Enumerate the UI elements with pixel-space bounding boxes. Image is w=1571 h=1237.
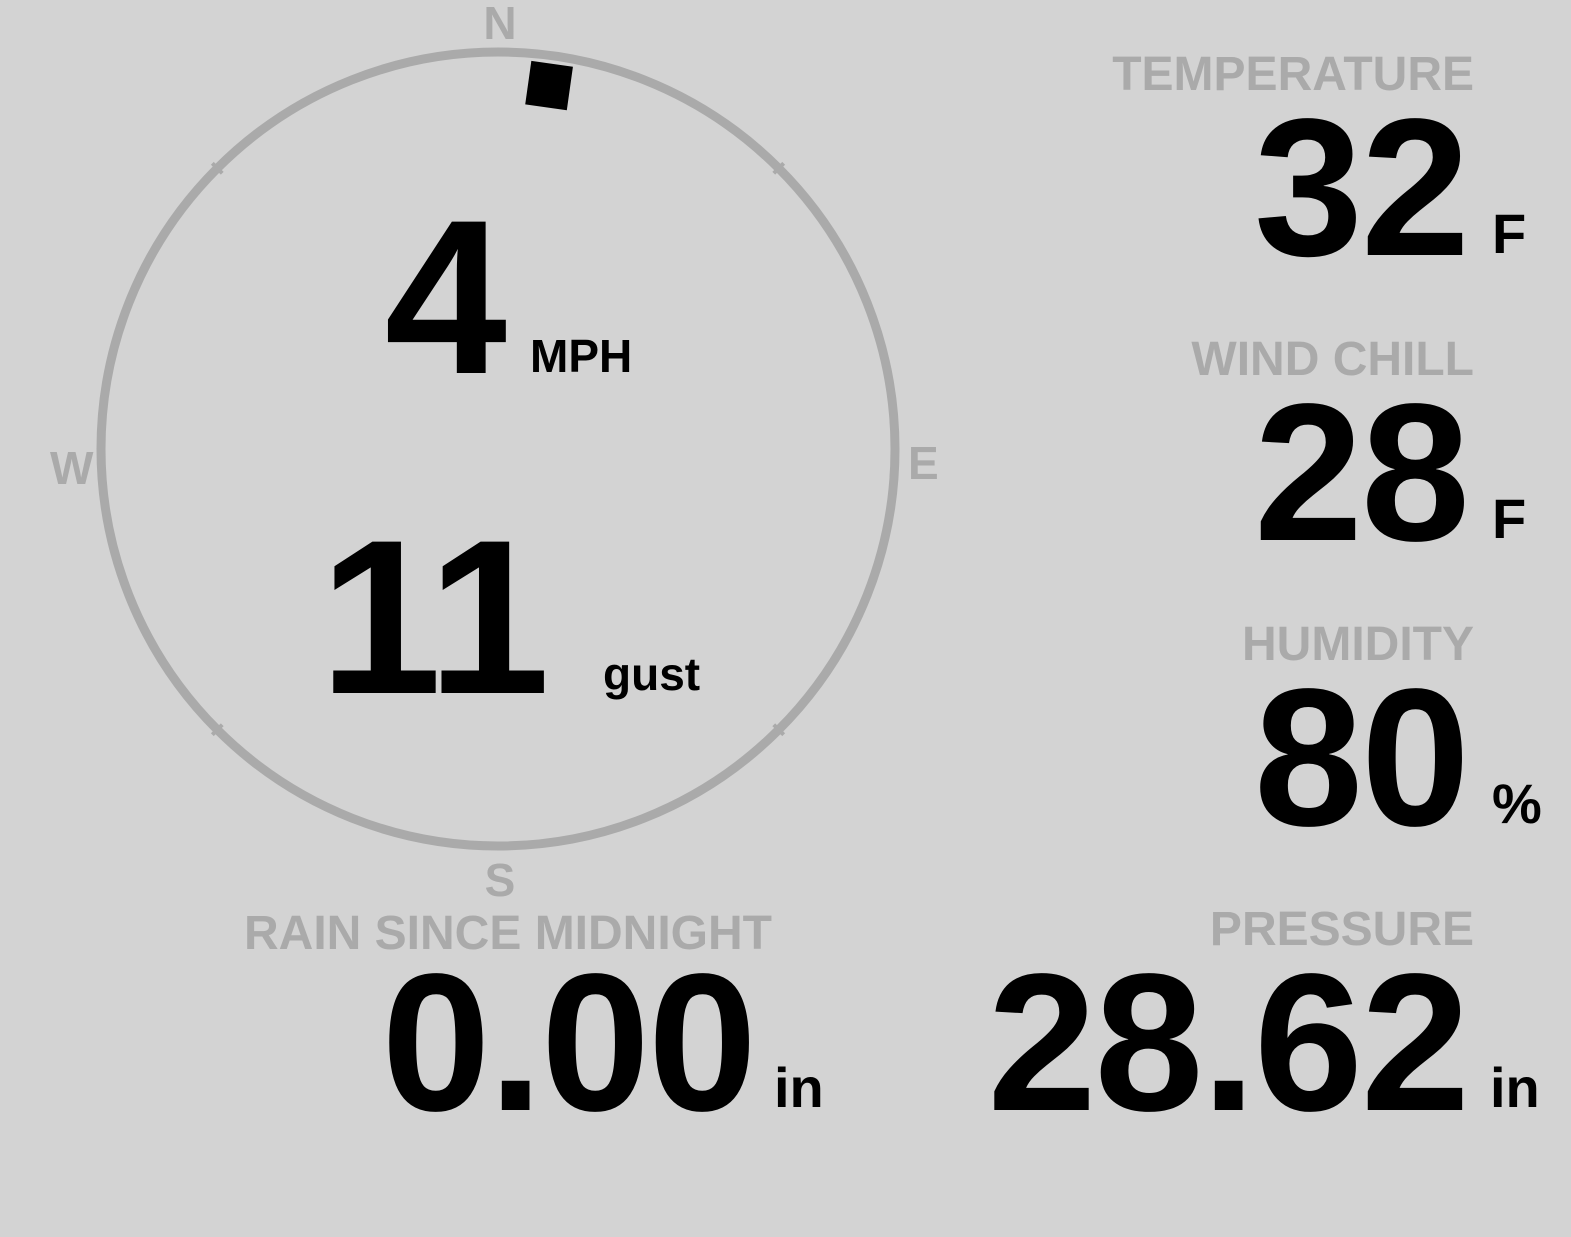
pressure-label: PRESSURE xyxy=(1209,903,1474,956)
compass-ticks xyxy=(210,161,786,737)
temperature-unit: F xyxy=(1492,202,1527,265)
pressure-value: 28.62 xyxy=(987,933,1470,1152)
rain-value: 0.00 xyxy=(381,933,757,1152)
compass-tick xyxy=(210,723,224,737)
wind-chill-value: 28 xyxy=(1253,363,1470,582)
compass-south-label: S xyxy=(484,854,516,906)
compass-north-label: N xyxy=(483,0,517,49)
pressure-unit: in xyxy=(1490,1056,1540,1119)
humidity-label: HUMIDITY xyxy=(1242,618,1474,671)
humidity-value: 80 xyxy=(1253,648,1470,867)
compass-east-label: E xyxy=(908,437,939,489)
wind-speed-unit: MPH xyxy=(530,330,633,382)
wind-chill-label: WIND CHILL xyxy=(1191,333,1474,386)
compass-west-label: W xyxy=(50,442,94,494)
temperature-label: TEMPERATURE xyxy=(1112,48,1474,101)
humidity-unit: % xyxy=(1492,772,1542,835)
wind-speed-value: 4 xyxy=(384,174,507,420)
rain-label: RAIN SINCE MIDNIGHT xyxy=(244,907,772,960)
rain-unit: in xyxy=(774,1056,824,1119)
gust-label: gust xyxy=(603,648,701,700)
gust-speed-value: 11 xyxy=(319,494,550,740)
wind-direction-needle xyxy=(525,60,573,111)
compass-ring xyxy=(96,47,900,851)
temperature-value: 32 xyxy=(1253,78,1470,297)
compass-tick xyxy=(772,161,786,175)
wind-chill-unit: F xyxy=(1492,487,1527,550)
compass-tick xyxy=(772,723,786,737)
compass-tick xyxy=(210,161,224,175)
